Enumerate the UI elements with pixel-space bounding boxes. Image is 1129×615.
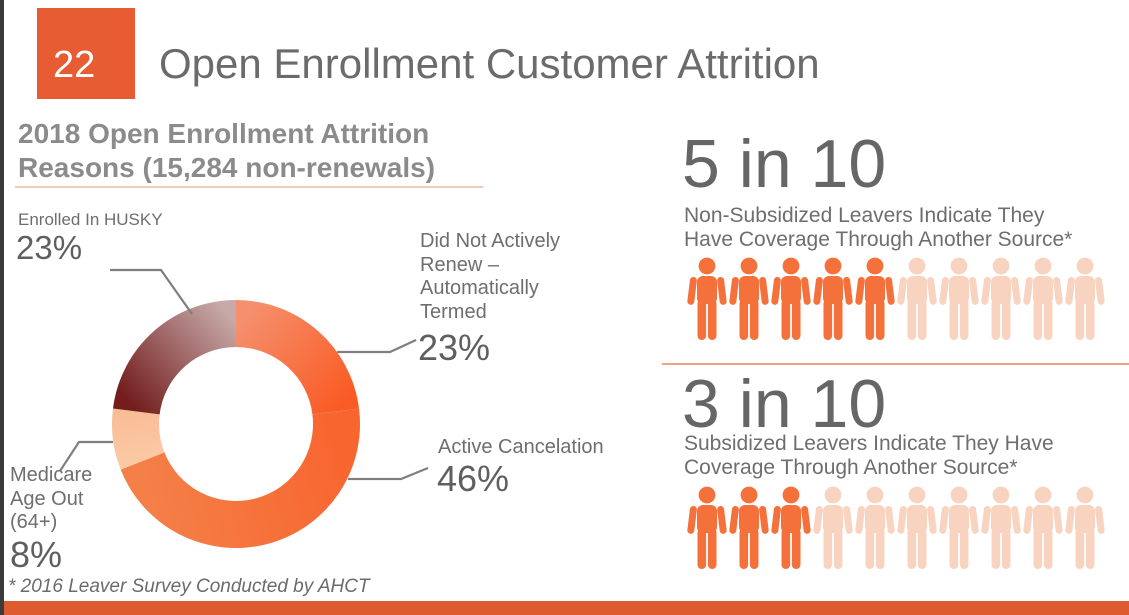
callout-husky-label: Enrolled In HUSKY — [18, 210, 163, 229]
person-icon — [687, 486, 727, 570]
non-subsidized-pictograph-row — [687, 257, 1105, 341]
leader-line-husky — [110, 268, 193, 315]
callout-did-not-renew-label: Did Not Actively Renew – Automatically T… — [420, 230, 561, 323]
person-icon — [981, 486, 1021, 570]
non-subsidized-description: Non-Subsidized Leavers Indicate They Hav… — [684, 204, 1073, 252]
subsidized-description: Subsidized Leavers Indicate They Have Co… — [684, 432, 1054, 480]
slide-title: Open Enrollment Customer Attrition — [159, 40, 820, 87]
callout-medicare-label: Medicare Age Out (64+) — [10, 464, 93, 534]
subsidized-ratio: 3 in 10 — [682, 366, 887, 442]
donut-segment-2 — [112, 408, 165, 470]
page-number-box: 22 — [37, 8, 135, 99]
callout-husky-value: 23% — [16, 229, 83, 266]
person-icon — [1023, 486, 1063, 570]
person-icon — [939, 486, 979, 570]
person-icon — [687, 257, 727, 341]
donut-segment-1 — [120, 408, 360, 548]
callout-active-cancel-label: Active Cancelation — [438, 436, 604, 458]
person-icon — [939, 257, 979, 341]
person-icon — [897, 486, 937, 570]
donut-segment-0 — [236, 300, 360, 415]
callout-active-cancel-value: 46% — [437, 458, 510, 499]
donut-segments — [112, 300, 360, 548]
attrition-heading: 2018 Open Enrollment Attrition Reasons (… — [18, 118, 436, 184]
person-icon — [771, 257, 811, 341]
person-icon — [1023, 257, 1063, 341]
person-icon — [897, 257, 937, 341]
leader-line-active-cancel — [348, 466, 429, 481]
subsidized-pictograph-row — [687, 486, 1105, 570]
section-divider — [662, 363, 1129, 365]
person-icon — [813, 257, 853, 341]
bottom-accent-bar — [4, 601, 1129, 615]
person-icon — [729, 257, 769, 341]
callout-medicare-value: 8% — [10, 534, 63, 575]
non-subsidized-ratio: 5 in 10 — [682, 126, 887, 202]
person-icon — [1065, 486, 1105, 570]
person-icon — [1065, 257, 1105, 341]
leader-line-did-not-renew — [337, 339, 417, 354]
page-number: 22 — [53, 44, 96, 86]
person-icon — [729, 486, 769, 570]
person-icon — [813, 486, 853, 570]
donut-segment-3 — [112, 300, 236, 415]
heading-underline — [15, 186, 483, 188]
footnote: * 2016 Leaver Survey Conducted by AHCT — [8, 576, 370, 597]
person-icon — [771, 486, 811, 570]
person-icon — [981, 257, 1021, 341]
person-icon — [855, 486, 895, 570]
callout-did-not-renew-value: 23% — [418, 327, 491, 368]
window-left-edge — [0, 0, 4, 615]
person-icon — [855, 257, 895, 341]
